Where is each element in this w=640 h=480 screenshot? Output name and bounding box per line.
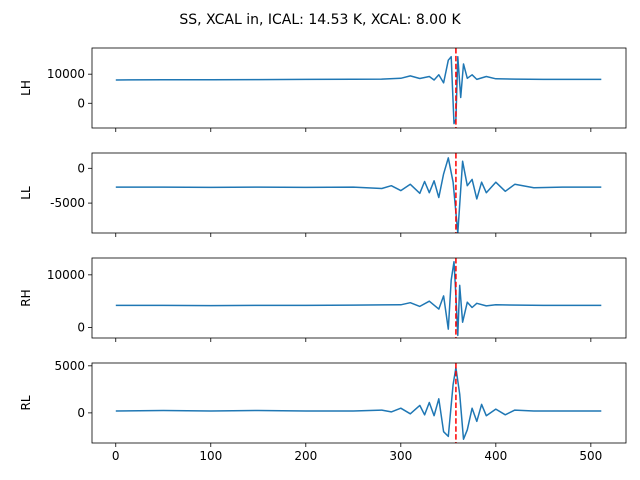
series-line-rl xyxy=(115,366,602,440)
x-tick-label: 300 xyxy=(389,449,412,463)
y-tick-label-lh: 10000 xyxy=(47,67,85,81)
axes-frame-lh xyxy=(91,47,627,129)
y-tick-label-rl: 0 xyxy=(77,406,85,420)
y-tick-label-rl: 5000 xyxy=(54,359,85,373)
y-axis-label-lh: LH xyxy=(19,80,33,96)
x-tick-label: 200 xyxy=(294,449,317,463)
axes-frame-rh xyxy=(91,257,627,339)
x-tick-label: 500 xyxy=(579,449,602,463)
panel-rh: 0 10000 RH xyxy=(19,257,627,342)
y-axis-label-ll: LL xyxy=(19,186,33,200)
subplot-stack: 0 10000 LH 0 -5000 LL 0 10000 RH 0 5000 RL 0 100 200 30… xyxy=(19,47,627,463)
panel-lh: 0 10000 LH xyxy=(19,47,627,132)
y-tick-label-ll: -5000 xyxy=(50,196,85,210)
y-axis-label-rh: RH xyxy=(19,289,33,306)
series-line-lh xyxy=(115,55,602,125)
panel-ll: 0 -5000 LL xyxy=(19,152,627,237)
x-tick-label: 400 xyxy=(484,449,507,463)
y-tick-label-rh: 10000 xyxy=(47,268,85,282)
y-tick-label-lh: 0 xyxy=(77,96,85,110)
panel-rl: 0 5000 RL 0 100 200 300 400 500 xyxy=(19,359,627,463)
series-line-rh xyxy=(115,260,602,337)
y-tick-label-rh: 0 xyxy=(77,320,85,334)
axes-frame-rl xyxy=(91,362,627,444)
x-tick-label: 0 xyxy=(112,449,120,463)
y-tick-label-ll: 0 xyxy=(77,161,85,175)
axes-frame-ll xyxy=(91,152,627,234)
figure-title: SS, XCAL in, ICAL: 14.53 K, XCAL: 8.00 K xyxy=(179,12,461,28)
y-axis-label-rl: RL xyxy=(19,395,33,410)
x-tick-label: 100 xyxy=(199,449,222,463)
series-line-ll xyxy=(115,157,602,233)
